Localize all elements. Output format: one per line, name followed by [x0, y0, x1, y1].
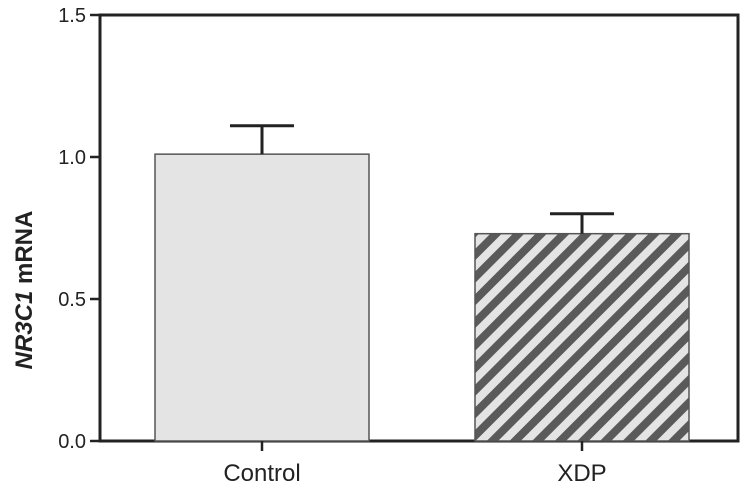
y-tick-label: 1.0	[58, 147, 86, 169]
x-tick-label: XDP	[557, 460, 606, 487]
y-tick-label: 1.5	[58, 5, 86, 27]
bar	[474, 232, 690, 442]
y-axis-label: NR3C1 mRNA	[11, 211, 38, 370]
bar	[154, 153, 370, 442]
y-tick-label: 0.5	[58, 289, 86, 311]
y-axis-label-unit: mRNA	[11, 211, 38, 291]
plot-area: 0.0 0.5 1.0 1.5 Control XDP	[58, 5, 740, 487]
x-tick-label: Control	[223, 460, 300, 487]
y-tick-label: 0.0	[58, 431, 86, 453]
plot-frame	[98, 13, 740, 443]
y-axis-label-gene: NR3C1	[11, 291, 38, 370]
